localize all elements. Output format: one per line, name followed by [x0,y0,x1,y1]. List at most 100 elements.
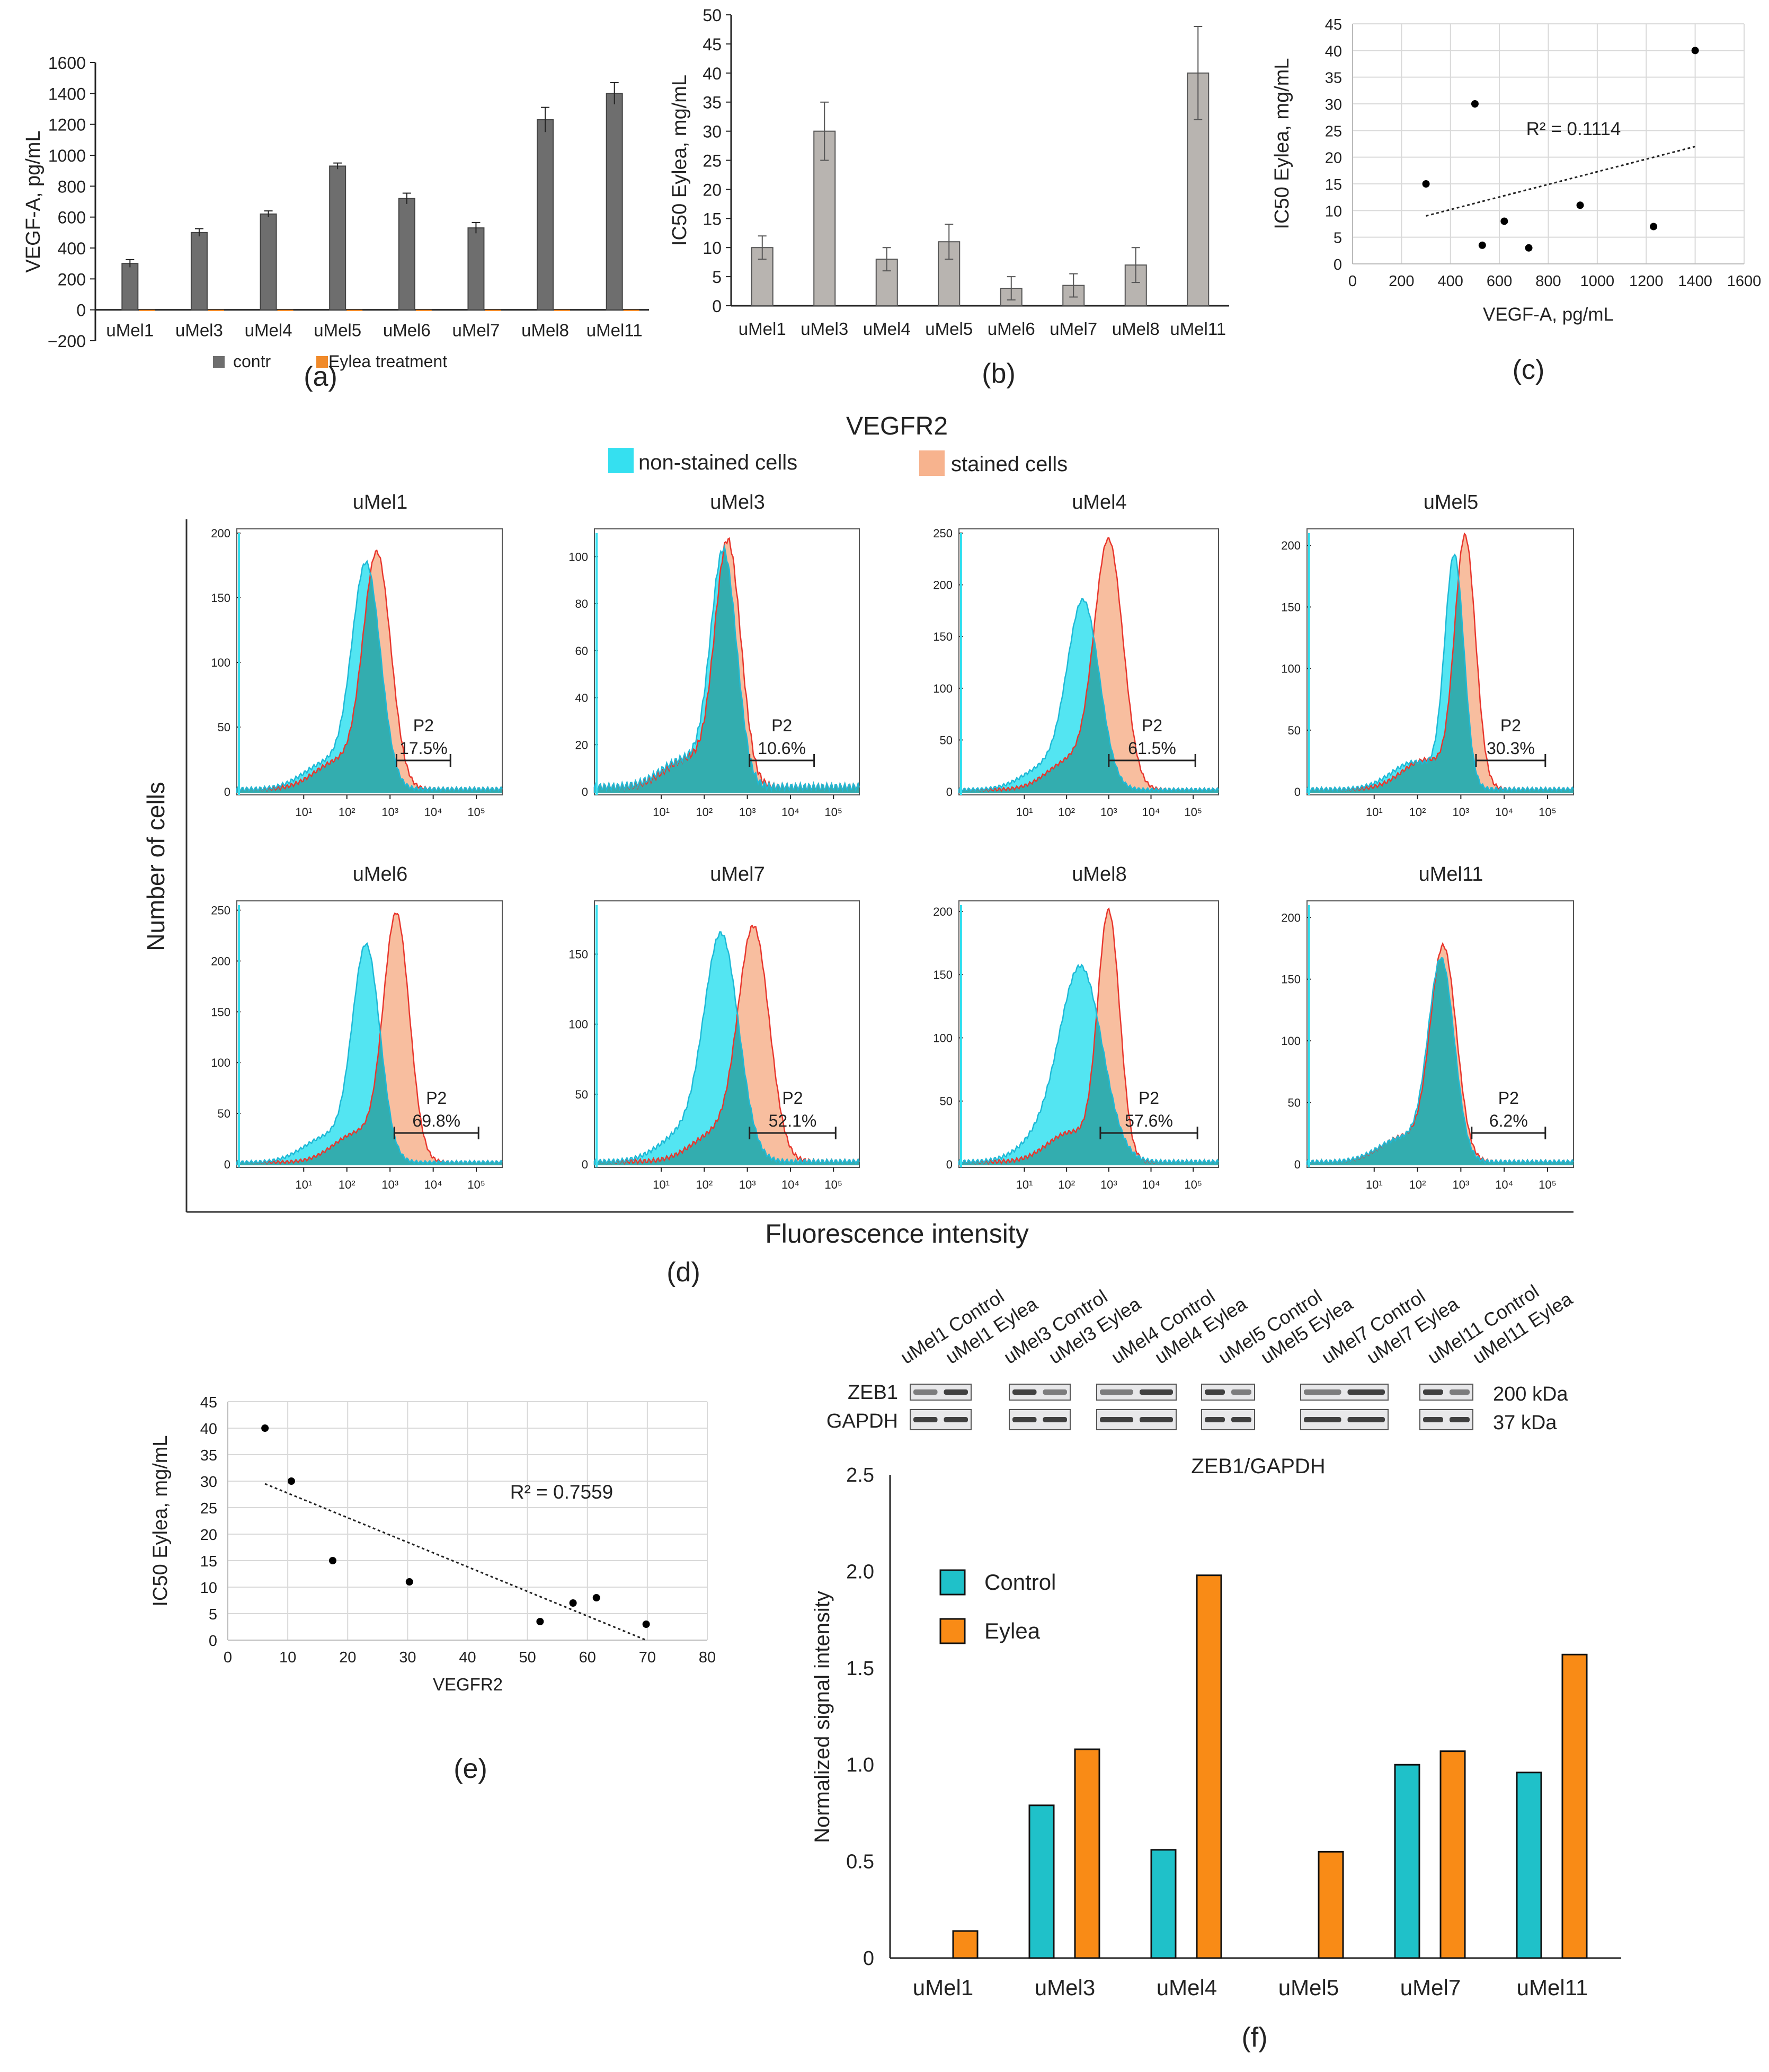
bar-eylea-treatment [346,309,363,311]
x-tick-label: 10⁵ [1184,1178,1202,1191]
x-category-label: uMel1 [913,1975,973,2000]
gate-label: P2 [1500,716,1521,735]
non-stained-area [594,932,859,1165]
x-tick-label: 10² [1058,805,1075,819]
histogram-umel3: uMel3 0 20 40 60 80 100 10¹ 10² 10³ 10⁴ 10⁵ P2 10.6% [568,491,860,819]
x-tick-label: 10³ [739,1178,756,1191]
bar-contr [190,232,208,311]
histogram-title: uMel8 [1072,863,1127,886]
bar-control [1028,1804,1055,1959]
x-tick-label: 10⁴ [1142,1178,1160,1191]
y-tick-label: 30 [703,122,722,141]
x-tick-label: 50 [519,1649,536,1666]
blot-band [1012,1417,1037,1422]
y-axis-title: Number of cells [142,782,170,951]
y-tick-label: 800 [58,177,86,196]
y-tick-label: 100 [933,1031,953,1044]
gate-label: P2 [771,716,792,735]
y-tick-label: 10 [703,238,722,258]
x-tick-label: 80 [699,1649,716,1666]
overlap-area [959,1017,1219,1165]
scatter-point [1691,47,1699,55]
histogram-title: uMel3 [710,491,765,513]
x-tick-label: 400 [1438,273,1463,290]
x-tick-label: 0 [1348,273,1357,290]
histogram-umel5: uMel5 0 50 100 150 200 10¹ 10² 10³ 10⁴ 10⁵ P2 30.3% [1281,491,1575,819]
non-stained-outline [958,598,1220,793]
x-category-label: uMel6 [383,321,431,340]
x-category-label: uMel3 [175,321,223,340]
x-category-label: uMel4 [1157,1975,1217,2000]
y-tick-label: 80 [575,597,588,610]
non-stained-outline [236,560,503,793]
x-tick-label: 10² [696,805,713,819]
y-tick-label: 0 [224,1158,230,1171]
y-axis-title: IC50 Eylea, mg/mL [149,1435,172,1606]
y-tick-label: 50 [575,1088,588,1101]
x-category-label: uMel11 [1170,319,1226,339]
y-tick-label: 150 [1281,600,1301,614]
y-tick-label: 50 [1288,724,1301,737]
x-tick-label: 10³ [739,805,756,819]
y-tick-label: 35 [200,1447,217,1464]
histogram-title: uMel1 [353,491,408,513]
bar-contr [121,263,139,311]
bar-contr [467,227,485,311]
kda-label-zeb1: 200 kDa [1493,1383,1568,1405]
y-tick-label: 10 [200,1580,217,1597]
legend-label-eylea: Eylea [984,1618,1041,1643]
y-axis-title-text: IC50 Eylea, mg/mL [149,1435,172,1606]
x-category-label: uMel3 [1035,1975,1095,2000]
x-category-label: uMel5 [925,319,973,339]
legend-label-non-stained: non-stained cells [638,451,797,474]
x-tick-label: 10³ [1452,805,1469,819]
gate-percent: 30.3% [1487,739,1535,758]
legend-label-contr: contr [233,352,271,371]
x-category-label: uMel7 [452,321,500,340]
y-tick-label: 45 [1325,16,1342,33]
x-tick-label: 10² [1409,1178,1426,1191]
panel-e-scatter-plot: 0 5 10 15 20 25 30 35 40 45 0 10 20 30 40 50 60 70 80 R² = … [149,1394,716,1694]
y-tick-label: 200 [211,954,230,968]
bar-eylea-treatment [277,309,294,311]
histogram-title: uMel4 [1072,491,1127,513]
panel-label-b: (b) [982,358,1016,389]
legend-label-eylea: Eylea treatment [328,352,447,371]
y-tick-label: 0 [76,301,86,320]
y-tick-label: 0 [863,1947,874,1970]
blot-band [1100,1417,1133,1422]
blot-band [1205,1389,1225,1395]
y-tick-label: 200 [58,270,86,289]
x-tick-label: 10² [339,805,355,819]
gate-percent: 61.5% [1128,739,1176,758]
x-tick-label: 10 [279,1649,296,1666]
bar-control [1516,1772,1542,1959]
non-stained-area [237,943,502,1165]
y-tick-label: 150 [1281,973,1301,986]
y-tick-label: 100 [568,550,588,563]
x-axis-title: Fluorescence intensity [765,1219,1028,1248]
scatter-point [1478,241,1486,249]
non-stained-area [959,964,1219,1165]
y-tick-label: 15 [703,209,722,228]
blot-band [1043,1417,1067,1422]
gate-percent: 69.8% [412,1111,460,1130]
y-tick-label: 25 [200,1500,217,1517]
blot-band [1304,1417,1341,1422]
blot-band [1043,1389,1067,1395]
legend-swatch-stained [919,450,945,476]
y-tick-label: 0 [209,1633,217,1650]
scatter-point [536,1618,544,1625]
y-tick-label: 5 [209,1606,217,1623]
panel-label-c: (c) [1513,355,1545,385]
panel-label-e: (e) [454,1754,487,1784]
x-tick-label: 10⁵ [467,805,485,819]
gate-percent: 6.2% [1489,1111,1528,1130]
panel-c-scatter-plot: 0 5 10 15 20 25 30 35 40 45 0 200 400 600 800 1000 1200 1… [1271,16,1761,325]
scatter-point [405,1578,413,1586]
r-squared-annotation: R² = 0.1114 [1526,119,1621,139]
title: VEGFR2 [846,412,948,440]
y-axis-title-text: IC50 Eylea, mg/mL [1271,58,1293,229]
x-tick-label: 10¹ [1016,1178,1033,1191]
panel-d-flow-histograms: VEGFR2 non-stained cells stained cells Numb… [142,412,1575,1248]
